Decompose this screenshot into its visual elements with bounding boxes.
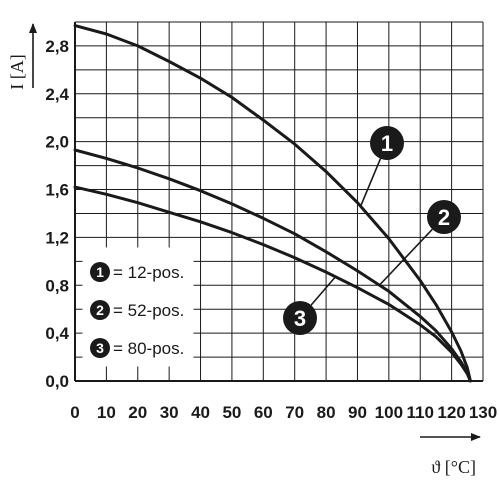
x-tick-label: 120: [437, 403, 465, 422]
series-line-3: [73, 185, 472, 383]
callout-badge-3: [283, 301, 317, 335]
x-tick-label: 90: [348, 403, 367, 422]
x-tick-label: 70: [285, 403, 304, 422]
x-tick-label: 10: [97, 403, 116, 422]
callout-badge-number-2: 2: [438, 205, 450, 230]
y-tick-label: 0,4: [45, 324, 69, 343]
x-tick-label: 30: [160, 403, 179, 422]
legend-badge: [90, 300, 110, 320]
curve-callouts: 1 2 3: [283, 126, 461, 335]
tick-labels: 0 10 20 30 40 50 60 70 80 90 100 110 120 130 0,0 0,4 0,8…: [45, 37, 497, 422]
x-tick-label: 0: [70, 403, 79, 422]
callout-badge-number-3: 3: [294, 306, 306, 331]
x-tick-label: 110: [407, 403, 434, 422]
legend-label: = 80-pos.: [113, 339, 184, 358]
series-line-2: [73, 148, 472, 383]
grid-lines: [74, 21, 484, 382]
y-tick-label: 0,0: [45, 372, 69, 391]
callout-badge-1: [370, 126, 404, 160]
x-tick-label: 60: [254, 403, 273, 422]
x-tick-label: 50: [222, 403, 241, 422]
y-tick-label: 2,8: [45, 37, 69, 56]
series-lines: [73, 24, 472, 383]
legend-badge: [90, 338, 110, 358]
y-tick-label: 2,4: [45, 85, 69, 104]
y-axis-label: I [A]: [7, 54, 27, 89]
y-tick-label: 1,2: [45, 228, 69, 247]
legend-badge-number: 1: [96, 264, 104, 280]
y-tick-label: 2,0: [45, 133, 69, 152]
callout-badge-number-1: 1: [381, 131, 393, 156]
x-tick-label: 20: [128, 403, 147, 422]
x-tick-label: 100: [375, 403, 403, 422]
x-tick-label: 130: [469, 403, 497, 422]
x-tick-label: 40: [191, 403, 210, 422]
legend: 1 = 12-pos. 2 = 52-pos. 3 = 80-pos.: [82, 247, 194, 367]
legend-label: = 12-pos.: [113, 263, 184, 282]
legend-badge-number: 2: [96, 302, 104, 318]
callout-leader-2: [378, 228, 433, 286]
callout-leader-1: [359, 158, 382, 207]
y-tick-label: 1,6: [45, 181, 69, 200]
callout-badge-2: [427, 200, 461, 234]
y-tick-label: 0,8: [45, 276, 69, 295]
series-line-1: [73, 24, 472, 383]
x-axis-label: ϑ [°C]: [431, 457, 476, 477]
legend-label: = 52-pos.: [113, 301, 184, 320]
x-tick-label: 80: [317, 403, 336, 422]
legend-badge-number: 3: [96, 340, 104, 356]
callout-leader-3: [310, 276, 337, 306]
legend-badge: [90, 262, 110, 282]
